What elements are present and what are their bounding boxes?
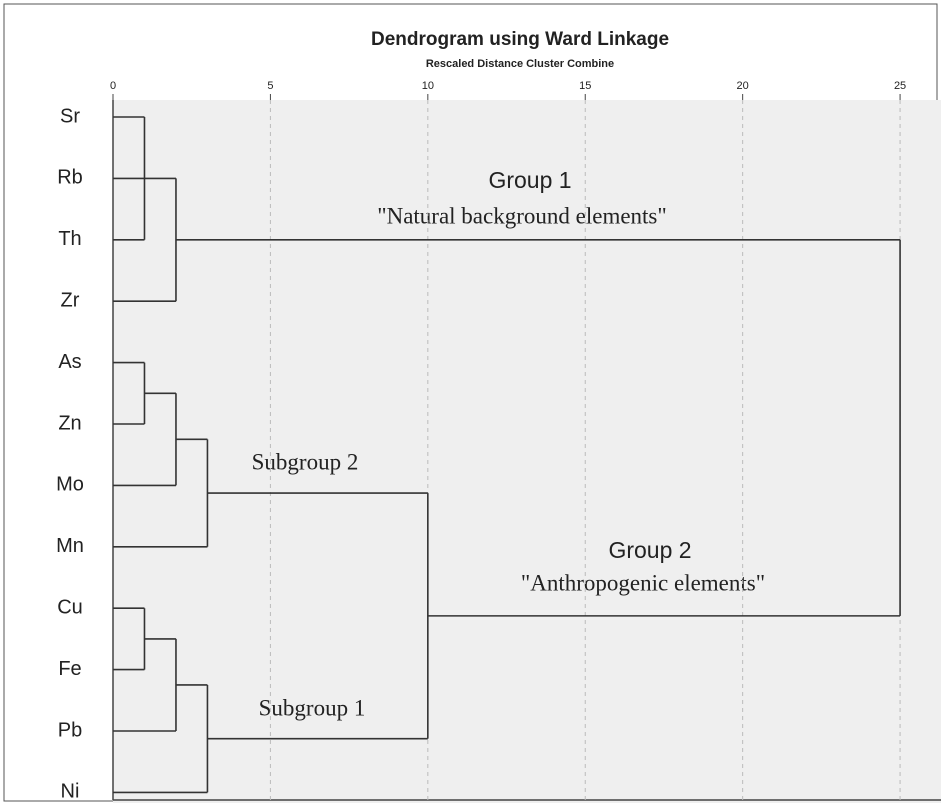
leaf-label: Fe <box>58 658 81 680</box>
x-tick-label: 25 <box>894 80 906 92</box>
annotation: Group 2 <box>608 537 691 563</box>
annotation: "Anthropogenic elements" <box>521 570 765 595</box>
plot-area <box>113 100 941 803</box>
leaf-label: Rb <box>57 167 83 189</box>
annotation: "Natural background elements" <box>377 203 667 228</box>
x-tick-label: 5 <box>267 80 273 92</box>
x-tick-label: 10 <box>422 80 434 92</box>
x-tick-label: 20 <box>737 80 749 92</box>
leaf-label: Mn <box>56 535 84 557</box>
leaf-label: Th <box>58 228 81 250</box>
annotation: Group 1 <box>488 167 571 193</box>
x-tick-label: 15 <box>579 80 591 92</box>
chart-subtitle: Rescaled Distance Cluster Combine <box>426 58 614 70</box>
leaf-label: Cu <box>57 596 83 618</box>
leaf-label: Ni <box>61 781 80 803</box>
leaf-label: As <box>58 351 81 373</box>
merge <box>113 177 177 302</box>
x-tick-label: 0 <box>110 80 116 92</box>
leaf-label: Mo <box>56 474 84 496</box>
annotation: Subgroup 1 <box>259 695 366 720</box>
merge <box>175 239 901 617</box>
leaf-label: Pb <box>58 719 82 741</box>
chart-title: Dendrogram using Ward Linkage <box>371 29 669 50</box>
leaf-label: Sr <box>60 105 80 127</box>
annotation: Subgroup 2 <box>252 449 359 474</box>
leaf-label: Zn <box>58 412 81 434</box>
leaf-label: Zr <box>61 289 80 311</box>
